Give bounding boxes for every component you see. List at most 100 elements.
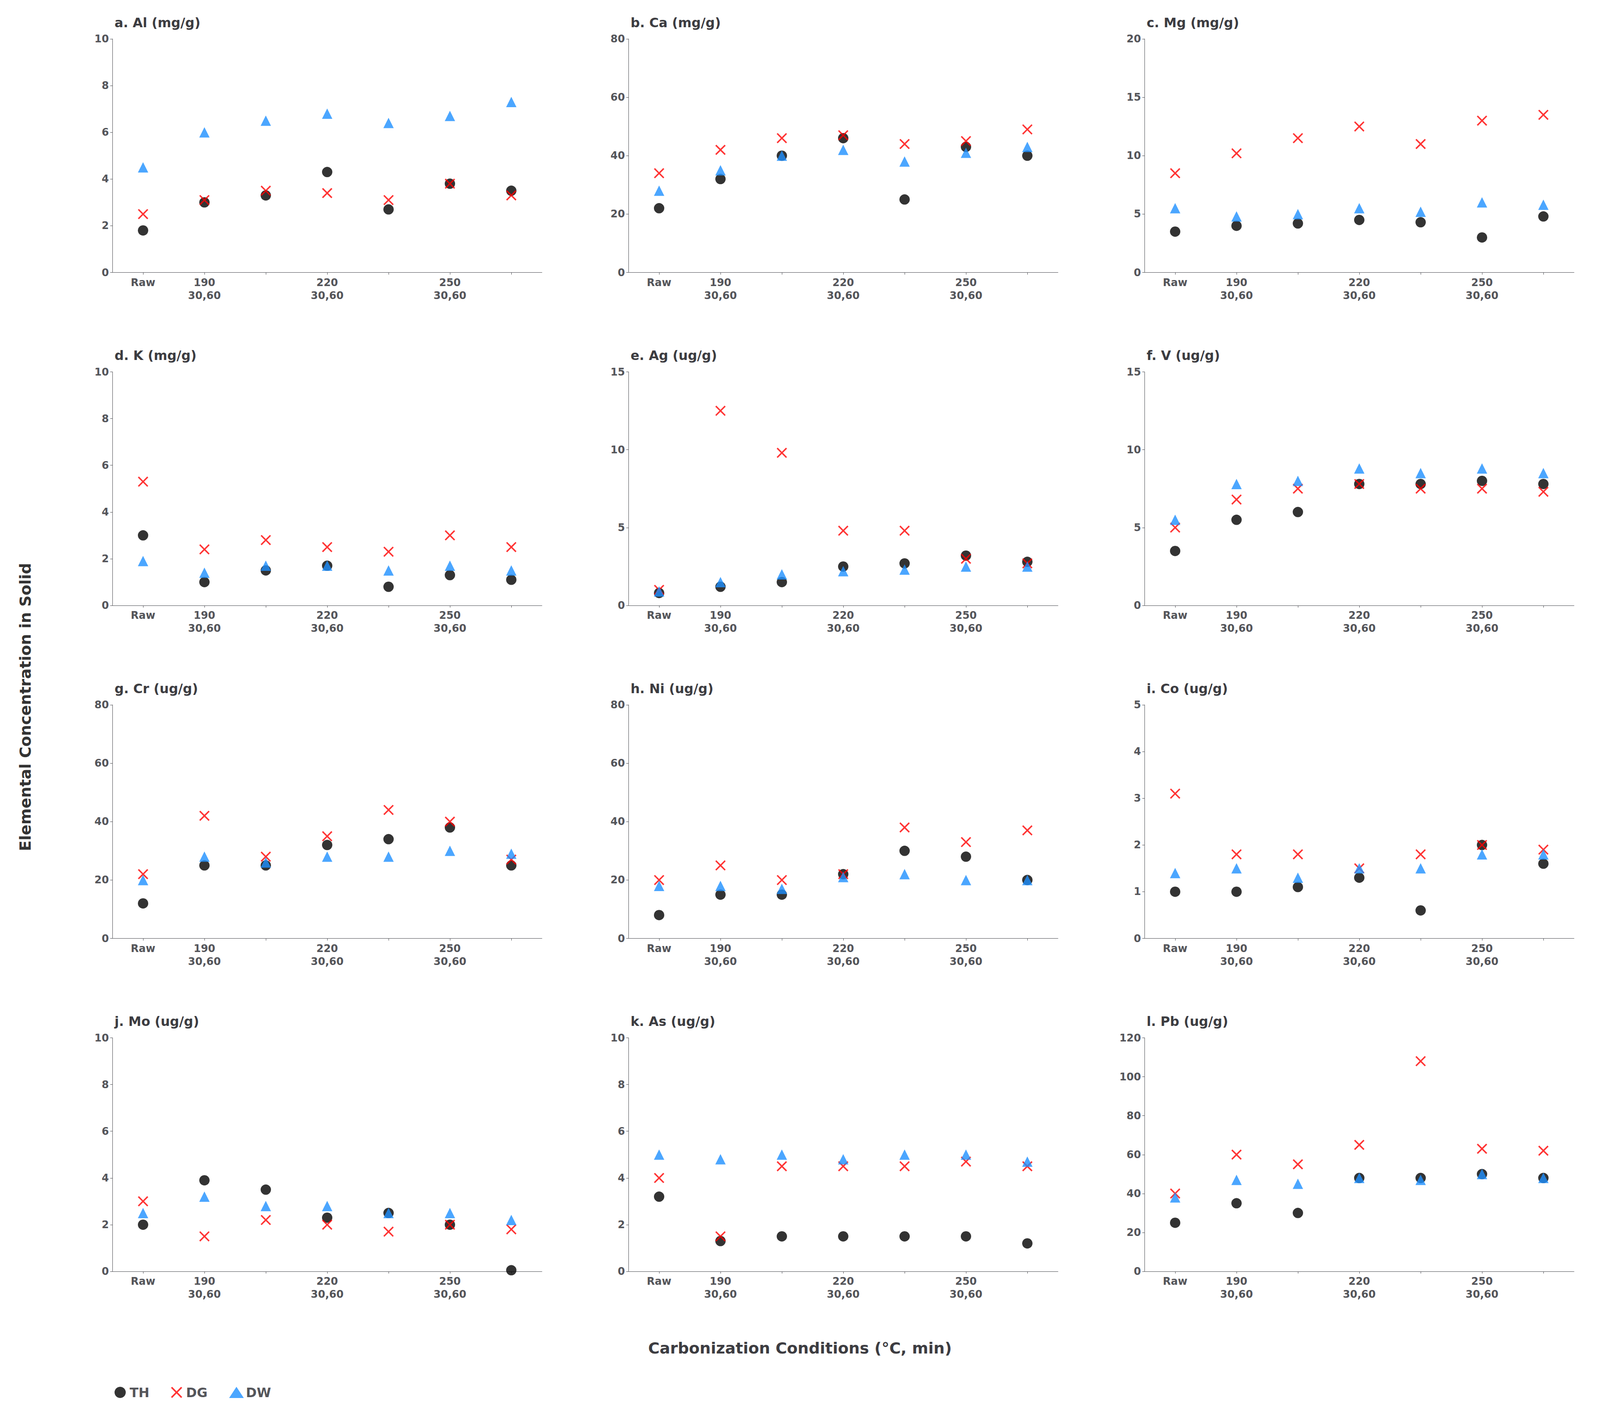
svg-text:30,60: 30,60	[704, 289, 737, 302]
svg-text:Carbonization Conditions (°C,: Carbonization Conditions (°C, min)	[648, 1339, 952, 1358]
svg-text:c. Mg (mg/g): c. Mg (mg/g)	[1146, 15, 1240, 31]
svg-text:Raw: Raw	[647, 1275, 672, 1288]
svg-text:0: 0	[101, 932, 109, 945]
svg-text:250: 250	[955, 1275, 977, 1288]
svg-text:Raw: Raw	[130, 1275, 156, 1288]
svg-text:DG: DG	[186, 1385, 208, 1401]
svg-text:60: 60	[610, 91, 625, 104]
svg-text:Raw: Raw	[1163, 609, 1188, 622]
svg-text:0: 0	[1133, 1265, 1142, 1278]
svg-text:0: 0	[101, 1265, 109, 1278]
svg-text:250: 250	[955, 276, 977, 289]
svg-text:250: 250	[1471, 942, 1493, 955]
svg-text:a. Al (mg/g): a. Al (mg/g)	[114, 15, 201, 31]
svg-text:l. Pb (ug/g): l. Pb (ug/g)	[1146, 1013, 1229, 1030]
svg-text:30,60: 30,60	[433, 622, 467, 635]
svg-text:190: 190	[709, 942, 732, 955]
svg-text:10: 10	[94, 32, 109, 45]
svg-text:i. Co (ug/g): i. Co (ug/g)	[1146, 681, 1228, 697]
svg-text:250: 250	[439, 1275, 461, 1288]
svg-text:220: 220	[316, 609, 338, 622]
svg-text:30,60: 30,60	[1465, 1288, 1499, 1301]
svg-text:250: 250	[1471, 609, 1493, 622]
svg-text:120: 120	[1119, 1032, 1142, 1045]
svg-text:3: 3	[1133, 792, 1142, 805]
svg-text:30,60: 30,60	[1220, 955, 1253, 968]
svg-text:30,60: 30,60	[1465, 955, 1499, 968]
svg-text:30,60: 30,60	[826, 955, 860, 968]
svg-text:30,60: 30,60	[433, 955, 467, 968]
svg-text:30,60: 30,60	[826, 622, 860, 635]
svg-text:10: 10	[610, 1032, 625, 1045]
svg-text:20: 20	[94, 873, 109, 887]
svg-text:30,60: 30,60	[826, 289, 860, 302]
svg-text:Raw: Raw	[1163, 1275, 1188, 1288]
svg-text:30,60: 30,60	[949, 955, 983, 968]
svg-text:15: 15	[1126, 91, 1142, 104]
svg-text:10: 10	[94, 1032, 109, 1045]
svg-text:30,60: 30,60	[1220, 1288, 1253, 1301]
svg-text:d. K (mg/g): d. K (mg/g)	[114, 347, 197, 364]
svg-text:40: 40	[1126, 1187, 1142, 1200]
svg-text:220: 220	[1348, 276, 1371, 289]
svg-text:190: 190	[1225, 942, 1248, 955]
svg-text:30,60: 30,60	[1465, 622, 1499, 635]
svg-text:250: 250	[439, 942, 461, 955]
svg-text:Raw: Raw	[130, 609, 156, 622]
svg-text:Raw: Raw	[647, 942, 672, 955]
svg-text:4: 4	[101, 172, 109, 185]
svg-text:1: 1	[1133, 885, 1142, 898]
svg-text:190: 190	[193, 609, 216, 622]
svg-text:5: 5	[1133, 698, 1142, 711]
svg-text:60: 60	[1126, 1148, 1142, 1161]
svg-text:190: 190	[1225, 609, 1248, 622]
svg-text:220: 220	[316, 1275, 338, 1288]
svg-text:0: 0	[101, 266, 109, 279]
svg-text:TH: TH	[129, 1385, 150, 1401]
svg-text:4: 4	[101, 1172, 109, 1185]
svg-text:220: 220	[316, 276, 338, 289]
svg-text:220: 220	[832, 942, 855, 955]
svg-text:2: 2	[101, 219, 109, 232]
svg-text:8: 8	[617, 1078, 625, 1091]
svg-text:80: 80	[1126, 1109, 1142, 1122]
svg-text:5: 5	[617, 521, 625, 534]
svg-text:6: 6	[101, 126, 109, 139]
svg-text:20: 20	[1126, 32, 1142, 45]
svg-text:8: 8	[101, 1078, 109, 1091]
svg-text:220: 220	[316, 942, 338, 955]
svg-text:6: 6	[101, 1125, 109, 1138]
svg-text:0: 0	[1133, 599, 1142, 612]
svg-text:190: 190	[193, 942, 216, 955]
svg-text:Raw: Raw	[130, 942, 156, 955]
svg-text:5: 5	[1133, 521, 1142, 534]
svg-text:0: 0	[617, 599, 625, 612]
svg-text:30,60: 30,60	[1342, 955, 1376, 968]
svg-text:k. As (ug/g): k. As (ug/g)	[630, 1013, 716, 1030]
svg-text:190: 190	[1225, 1275, 1248, 1288]
svg-text:Raw: Raw	[647, 609, 672, 622]
svg-text:2: 2	[101, 552, 109, 565]
svg-text:30,60: 30,60	[1220, 622, 1253, 635]
svg-text:30,60: 30,60	[433, 1288, 467, 1301]
svg-text:10: 10	[1126, 443, 1142, 456]
svg-text:Raw: Raw	[130, 276, 156, 289]
svg-text:80: 80	[610, 32, 625, 45]
svg-text:30,60: 30,60	[433, 289, 467, 302]
svg-text:g. Cr (ug/g): g. Cr (ug/g)	[114, 681, 198, 697]
svg-text:30,60: 30,60	[310, 622, 344, 635]
svg-text:100: 100	[1119, 1070, 1142, 1084]
svg-text:190: 190	[1225, 276, 1248, 289]
svg-text:30,60: 30,60	[704, 1288, 737, 1301]
svg-text:10: 10	[94, 366, 109, 379]
svg-text:4: 4	[617, 1172, 625, 1185]
svg-text:30,60: 30,60	[1465, 289, 1499, 302]
svg-text:30,60: 30,60	[1342, 289, 1376, 302]
svg-text:f. V (ug/g): f. V (ug/g)	[1146, 347, 1221, 364]
svg-text:4: 4	[101, 506, 109, 519]
svg-text:190: 190	[193, 1275, 216, 1288]
svg-text:0: 0	[1133, 932, 1142, 945]
svg-text:220: 220	[1348, 1275, 1371, 1288]
svg-text:30,60: 30,60	[949, 1288, 983, 1301]
svg-text:10: 10	[1126, 149, 1142, 162]
